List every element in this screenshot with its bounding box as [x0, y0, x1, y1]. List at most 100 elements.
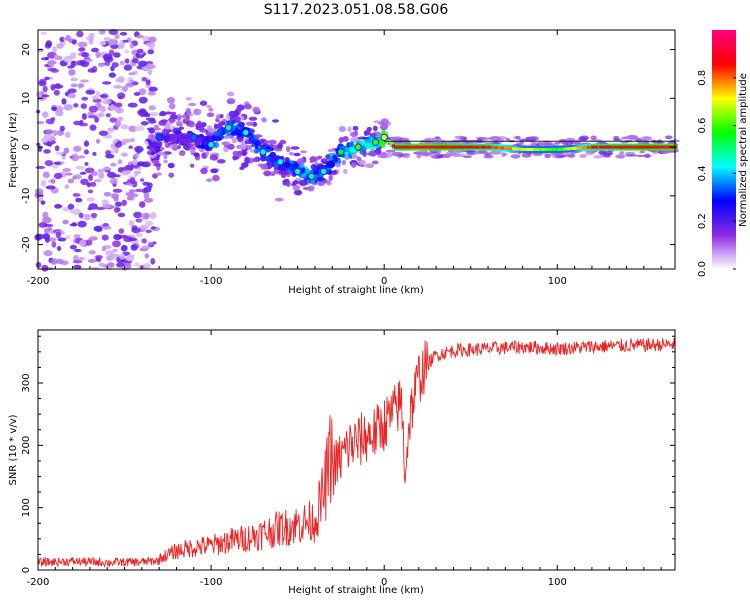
- spectrogram-cell: [51, 106, 57, 111]
- spectrogram-cell: [150, 226, 157, 230]
- spectrogram-cell: [52, 129, 58, 137]
- ridge-core-cell: [437, 145, 441, 149]
- ridge-core-cell: [547, 148, 551, 151]
- spectrogram-cell: [246, 144, 253, 150]
- ridge-core-cell: [657, 145, 661, 149]
- spectrogram-cell: [101, 226, 112, 230]
- ridge-point: [276, 157, 285, 166]
- ridge-core-cell: [541, 148, 545, 151]
- spectrogram-cell: [79, 171, 87, 175]
- ridge-core-cell: [537, 148, 541, 151]
- spectrogram-cell: [99, 94, 108, 98]
- spectrogram-cell: [542, 143, 553, 146]
- ridge-core-cell: [649, 145, 653, 149]
- ridge-core-cell: [549, 148, 553, 151]
- spectrogram-cell: [121, 138, 132, 143]
- ridge-core-cell: [607, 145, 611, 149]
- spectrogram-cell: [108, 72, 116, 78]
- spectrogram-cell: [619, 151, 625, 155]
- ridge-core-cell: [612, 145, 616, 149]
- spectrogram-cell: [231, 137, 237, 144]
- ridge-core-cell: [516, 147, 520, 151]
- spectrogram-cell: [103, 37, 112, 41]
- spectrogram-cell: [40, 180, 47, 187]
- spectrogram-cell: [148, 241, 154, 246]
- spectrogram-cell: [332, 169, 337, 174]
- spectrogram-cell: [139, 108, 147, 114]
- spectrogram-cell: [40, 31, 47, 35]
- spectrogram-cell: [150, 258, 156, 265]
- spectrogram-cell: [292, 185, 300, 192]
- spectrogram-cell: [163, 159, 168, 164]
- spectrogram-cell: [454, 135, 465, 139]
- spectrogram-cell: [72, 193, 81, 197]
- ridge-core-cell: [576, 146, 580, 150]
- spectrogram-cell: [113, 234, 122, 240]
- spectrogram-cell: [117, 76, 125, 83]
- spectrogram-cell: [234, 127, 239, 134]
- spectrogram-cell: [118, 228, 125, 234]
- ridge-core-cell: [632, 145, 636, 149]
- spectrogram-cell: [111, 62, 119, 68]
- spectrogram-cell: [124, 58, 130, 64]
- spectrogram-cell: [162, 135, 172, 140]
- ridge-core-cell: [454, 145, 458, 149]
- spectrogram-cell: [338, 126, 346, 132]
- figure-title: S117.2023.051.08.58.G06: [264, 2, 449, 18]
- spectrogram-cell: [101, 234, 109, 241]
- spectrogram-cell: [344, 155, 350, 160]
- spectrogram-cell: [263, 170, 272, 177]
- spectrogram-cell: [105, 113, 111, 118]
- spectrogram-cell: [223, 136, 230, 139]
- spectrogram-cell: [110, 104, 115, 111]
- spectrogram-cell: [117, 92, 126, 100]
- spectrogram-cell: [181, 114, 187, 119]
- spectrogram-cell: [207, 135, 213, 142]
- spectrogram-cell: [273, 169, 280, 175]
- spectrogram-cell: [112, 248, 118, 253]
- spectrogram-cell: [119, 60, 125, 66]
- spectrogram-cell: [148, 86, 158, 92]
- spectrogram-cell: [518, 141, 524, 146]
- spectrogram-y-tick-label: 20: [21, 43, 32, 56]
- spectrogram-cell: [88, 236, 99, 241]
- spectrogram-cell: [88, 37, 94, 45]
- spectrogram-cell: [129, 177, 136, 185]
- spectrogram-cell: [294, 190, 299, 195]
- spectrogram-cell: [206, 178, 213, 182]
- spectrogram-cell: [261, 117, 267, 123]
- spectrogram-cell: [544, 153, 551, 159]
- spectrogram-cell: [113, 206, 120, 214]
- spectrogram-cell: [335, 163, 341, 168]
- spectrogram-cell: [326, 162, 331, 167]
- spectrogram-cell: [165, 111, 171, 115]
- spectrogram-cell: [114, 106, 121, 113]
- ridge-core-cell: [616, 145, 620, 149]
- spectrogram-cell: [178, 151, 186, 156]
- ridge-point: [337, 148, 345, 156]
- spectrogram-cell: [590, 135, 597, 140]
- spectrogram-x-tick-label: -200: [27, 276, 50, 287]
- spectrogram-cell: [101, 245, 106, 252]
- colorbar-tick-label: 0.0: [697, 261, 708, 277]
- spectrogram-cell: [59, 36, 65, 42]
- ridge-core-cell: [520, 147, 524, 151]
- snr-panel: -200 -100 0 100 0 100 200 300 Height of straig…: [8, 329, 676, 596]
- ridge-core-cell: [553, 148, 557, 151]
- spectrogram-cell: [74, 248, 82, 253]
- spectrogram-cell: [212, 174, 220, 182]
- spectrogram-cell: [288, 151, 294, 156]
- spectrogram-cell: [121, 199, 127, 206]
- spectrogram-cell: [232, 155, 240, 160]
- snr-y-ticks: 0 100 200 300: [21, 335, 675, 573]
- ridge-core-cell: [420, 145, 425, 149]
- spectrogram-cell: [70, 83, 78, 88]
- spectrogram-cell: [139, 178, 145, 182]
- spectrogram-cell: [78, 212, 84, 219]
- spectrogram-cell: [421, 151, 433, 157]
- ridge-core-cell: [472, 145, 476, 149]
- spectrogram-cell: [43, 149, 51, 154]
- spectrogram-cell: [136, 34, 144, 39]
- spectrogram-cell: [480, 151, 489, 154]
